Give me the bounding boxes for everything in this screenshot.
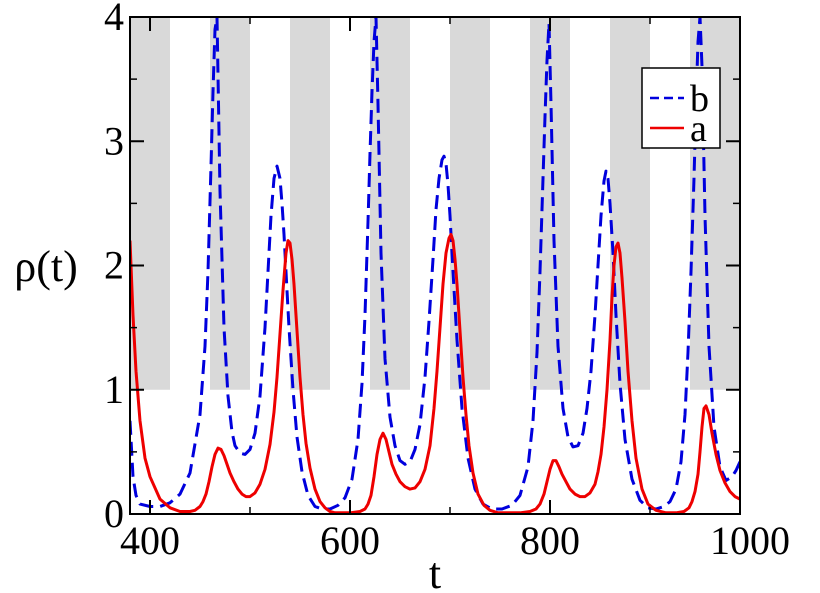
y-tick-label: 2 [104,243,124,288]
y-axis-label: ρ(t) [14,242,78,291]
series-layer [130,17,740,514]
x-tick-label: 1000 [710,518,790,563]
legend-box [641,67,721,149]
x-tick-label: 600 [320,518,380,563]
legend-label-a: a [690,108,707,150]
shaded-band-4 [450,17,490,390]
shaded-band-3 [370,17,410,390]
x-tick-label: 400 [120,518,180,563]
y-tick-label: 4 [104,0,124,39]
x-tick-label: 800 [520,518,580,563]
legend-label-b: b [690,78,709,120]
y-tick-label: 0 [104,491,124,536]
x-axis-label: t [429,549,441,593]
series-line-b [130,17,740,511]
axis-ticks: 0 1 2 3 4 400 600 800 1000 [104,0,790,563]
y-tick-label: 1 [104,367,124,412]
shaded-band-1 [210,17,250,390]
series-line-a [130,232,740,514]
shaded-bands [130,17,740,390]
y-tick-label: 3 [104,118,124,163]
legend: b a [641,67,721,150]
